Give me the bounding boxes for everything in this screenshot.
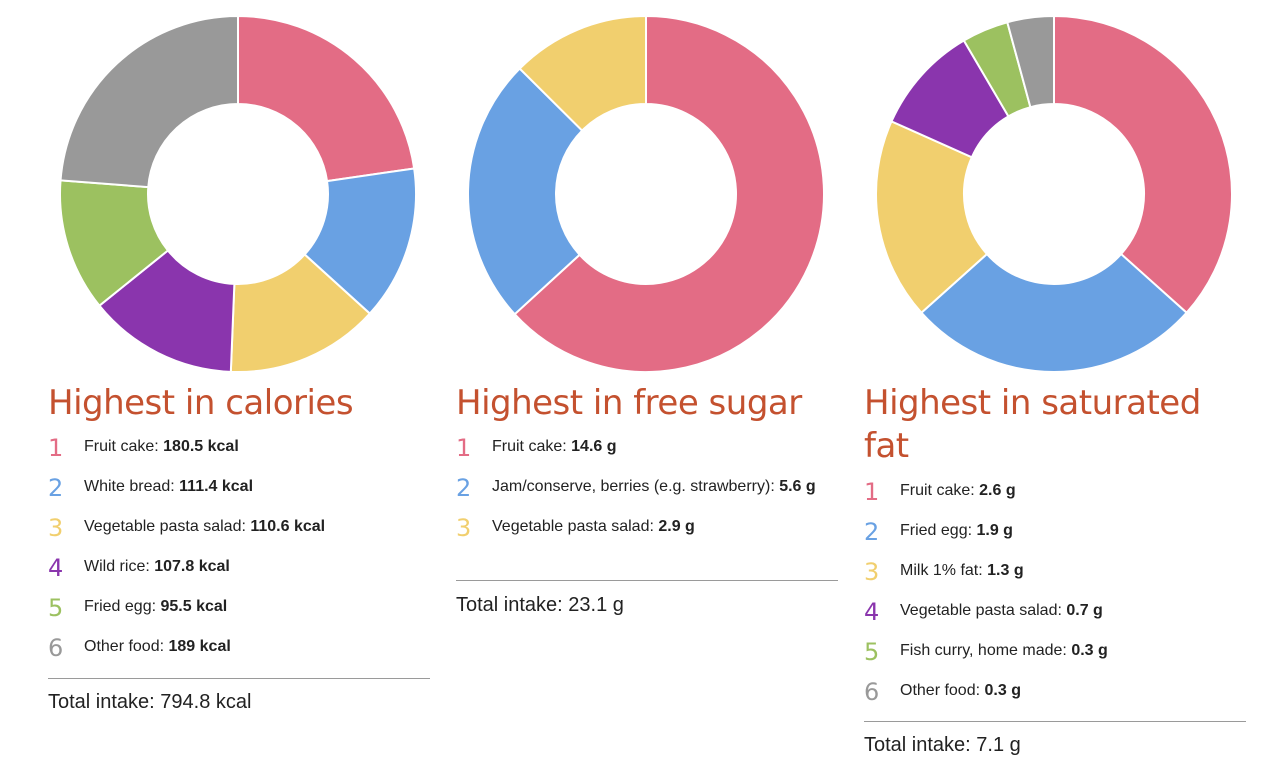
- calories-rank: 2: [48, 474, 64, 502]
- free-sugar-total-value: 23.1 g: [568, 594, 624, 616]
- calories-item-value: 111.4 kcal: [179, 478, 254, 495]
- saturated-fat-item-label: Other food: [900, 682, 976, 699]
- free-sugar-item-label: Jam/conserve, berries (e.g. strawberry): [492, 478, 771, 495]
- calories-item-value: 110.6 kcal: [250, 518, 326, 535]
- saturated-fat-total: Total intake: 7.1 g: [864, 732, 1021, 758]
- calories-item-label: Fruit cake: [84, 438, 155, 455]
- saturated-fat-list-item: 5 Fish curry, home made: 0.3 g: [864, 636, 1246, 667]
- calories-total-value: 794.8 kcal: [160, 691, 252, 713]
- free-sugar-item-value: 14.6 g: [571, 438, 617, 455]
- calories-item-label: Other food: [84, 638, 160, 655]
- saturated-fat-list-item: 3 Milk 1% fat: 1.3 g: [864, 556, 1246, 587]
- free-sugar-rank: 1: [456, 434, 472, 462]
- saturated-fat-slice: [875, 120, 989, 315]
- calories-item-label: White bread: [84, 478, 171, 495]
- calories-item-value: 180.5 kcal: [163, 438, 239, 455]
- calories-rank: 6: [48, 634, 64, 662]
- saturated-fat-item-value: 2.6 g: [979, 482, 1016, 499]
- saturated-fat-rank: 6: [864, 678, 880, 706]
- calories-item-value: 189 kcal: [168, 638, 231, 655]
- saturated-fat-item-label: Vegetable pasta salad: [900, 602, 1058, 619]
- saturated-fat-list-item: 4 Vegetable pasta salad: 0.7 g: [864, 596, 1246, 627]
- free-sugar-slice: [518, 14, 647, 132]
- free-sugar-list-item: 3 Vegetable pasta salad: 2.9 g: [456, 512, 838, 543]
- calories-list-item: 5 Fried egg: 95.5 kcal: [48, 592, 430, 623]
- calories-slice: [59, 14, 239, 189]
- saturated-fat-rank: 3: [864, 558, 880, 586]
- free-sugar-total-label: Total intake:: [456, 594, 563, 616]
- saturated-fat-divider: [864, 721, 1246, 722]
- free-sugar-total: Total intake: 23.1 g: [456, 592, 624, 618]
- calories-list-item: 1 Fruit cake: 180.5 kcal: [48, 432, 430, 463]
- saturated-fat-rank: 4: [864, 598, 880, 626]
- free-sugar-rank: 3: [456, 514, 472, 542]
- calories-rank: 1: [48, 434, 64, 462]
- saturated-fat-slice: [919, 252, 1189, 373]
- saturated-fat-item-label: Fruit cake: [900, 482, 971, 499]
- calories-rank: 3: [48, 514, 64, 542]
- calories-list: 1 Fruit cake: 180.5 kcal 2 White bread: 111…: [48, 432, 430, 672]
- calories-item-value: 95.5 kcal: [160, 598, 228, 615]
- free-sugar-list-item: 2 Jam/conserve, berries (e.g. strawberry)…: [456, 472, 838, 503]
- saturated-fat-title: Highest in saturated fat: [864, 383, 1201, 466]
- saturated-fat-item-label: Fried egg: [900, 522, 968, 539]
- calories-item-label: Fried egg: [84, 598, 152, 615]
- free-sugar-slice: [467, 67, 584, 316]
- saturated-fat-item-label: Fish curry, home made: [900, 642, 1063, 659]
- saturated-fat-slice: [1006, 14, 1055, 109]
- free-sugar-slice: [513, 14, 825, 373]
- free-sugar-donut-chart: [467, 14, 825, 373]
- calories-rank: 4: [48, 554, 64, 582]
- calories-list-item: 6 Other food: 189 kcal: [48, 632, 430, 663]
- calories-donut-chart: [59, 14, 417, 373]
- calories-list-item: 2 White bread: 111.4 kcal: [48, 472, 430, 503]
- saturated-fat-rank: 5: [864, 638, 880, 666]
- calories-list-item: 4 Wild rice: 107.8 kcal: [48, 552, 430, 583]
- free-sugar-title: Highest in free sugar: [456, 383, 802, 423]
- calories-item-value: 107.8 kcal: [154, 558, 230, 575]
- calories-divider: [48, 678, 430, 679]
- free-sugar-item-value: 2.9 g: [658, 518, 695, 535]
- free-sugar-list: 1 Fruit cake: 14.6 g 2 Jam/conserve, berrie…: [456, 432, 838, 552]
- calories-total-label: Total intake:: [48, 691, 155, 713]
- free-sugar-item-label: Vegetable pasta salad: [492, 518, 650, 535]
- calories-list-item: 3 Vegetable pasta salad: 110.6 kcal: [48, 512, 430, 543]
- free-sugar-item-value: 5.6 g: [779, 478, 816, 495]
- saturated-fat-list-item: 6 Other food: 0.3 g: [864, 676, 1246, 707]
- free-sugar-divider: [456, 580, 838, 581]
- calories-title: Highest in calories: [48, 383, 354, 423]
- saturated-fat-item-value: 0.3 g: [1071, 642, 1108, 659]
- saturated-fat-total-label: Total intake:: [864, 734, 971, 756]
- saturated-fat-item-value: 1.9 g: [976, 522, 1013, 539]
- saturated-fat-rank: 2: [864, 518, 880, 546]
- saturated-fat-list: 1 Fruit cake: 2.6 g 2 Fried egg: 1.9 g 3 Milk…: [864, 476, 1246, 716]
- saturated-fat-total-value: 7.1 g: [976, 734, 1021, 756]
- saturated-fat-slice: [1053, 14, 1233, 315]
- saturated-fat-item-value: 1.3 g: [987, 562, 1024, 579]
- saturated-fat-list-item: 1 Fruit cake: 2.6 g: [864, 476, 1246, 507]
- free-sugar-list-item: 1 Fruit cake: 14.6 g: [456, 432, 838, 463]
- calories-total: Total intake: 794.8 kcal: [48, 689, 251, 715]
- saturated-fat-item-value: 0.3 g: [984, 682, 1021, 699]
- calories-item-label: Vegetable pasta salad: [84, 518, 242, 535]
- saturated-fat-list-item: 2 Fried egg: 1.9 g: [864, 516, 1246, 547]
- free-sugar-item-label: Fruit cake: [492, 438, 563, 455]
- saturated-fat-item-value: 0.7 g: [1066, 602, 1103, 619]
- calories-item-label: Wild rice: [84, 558, 146, 575]
- free-sugar-rank: 2: [456, 474, 472, 502]
- saturated-fat-rank: 1: [864, 478, 880, 506]
- saturated-fat-donut-chart: [875, 14, 1233, 373]
- saturated-fat-item-label: Milk 1% fat: [900, 562, 979, 579]
- calories-rank: 5: [48, 594, 64, 622]
- calories-slice: [237, 14, 416, 183]
